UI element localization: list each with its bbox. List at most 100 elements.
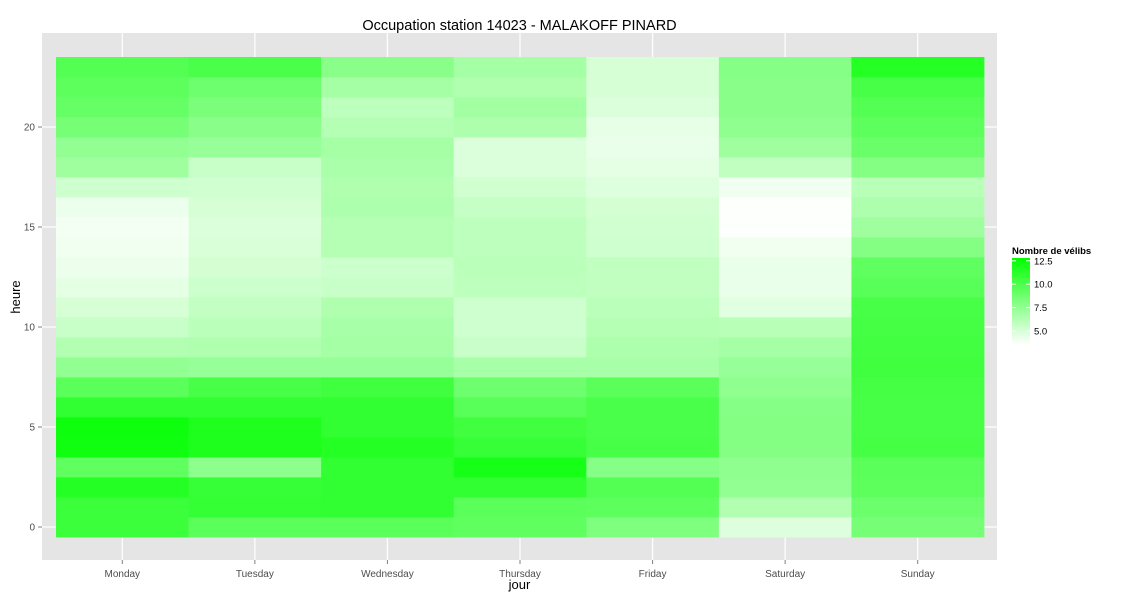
- heatmap-tile-friday-8: [586, 357, 720, 378]
- heatmap-tile-tuesday-2: [188, 477, 322, 498]
- heatmap-tile-thursday-17: [453, 177, 587, 198]
- heatmap-tile-friday-16: [586, 197, 720, 218]
- heatmap-tile-saturday-17: [718, 177, 852, 198]
- heatmap-tile-sunday-2: [851, 477, 985, 498]
- heatmap-tile-sunday-23: [851, 57, 985, 78]
- heatmap-tile-tuesday-15: [188, 217, 322, 238]
- heatmap-tile-thursday-15: [453, 217, 587, 238]
- heatmap-tile-thursday-7: [453, 377, 587, 398]
- heatmap-tile-saturday-21: [718, 97, 852, 118]
- heatmap-tile-monday-17: [56, 177, 189, 198]
- heatmap-tile-saturday-1: [718, 497, 852, 518]
- heatmap-tile-friday-15: [586, 217, 720, 238]
- heatmap-tile-tuesday-4: [188, 437, 322, 458]
- heatmap-tile-wednesday-12: [321, 277, 455, 298]
- heatmap-tile-saturday-5: [718, 417, 852, 438]
- heatmap-tile-tuesday-3: [188, 457, 322, 478]
- x-tick-label-sunday: Sunday: [901, 569, 935, 580]
- heatmap-tile-saturday-11: [718, 297, 852, 318]
- heatmap-tile-sunday-4: [851, 437, 985, 458]
- heatmap-tile-monday-2: [56, 477, 189, 498]
- heatmap-tile-thursday-16: [453, 197, 587, 218]
- heatmap-tile-thursday-8: [453, 357, 587, 378]
- heatmap-tile-saturday-23: [718, 57, 852, 78]
- heatmap-tile-wednesday-3: [321, 457, 455, 478]
- heatmap-tile-thursday-1: [453, 497, 587, 518]
- heatmap-tile-sunday-6: [851, 397, 985, 418]
- x-tick-label-monday: Monday: [104, 569, 140, 580]
- heatmap-tile-saturday-7: [718, 377, 852, 398]
- heatmap-tile-saturday-18: [718, 157, 852, 178]
- heatmap-tile-sunday-19: [851, 137, 985, 158]
- heatmap-tile-sunday-13: [851, 257, 985, 278]
- x-tick-label-tuesday: Tuesday: [236, 569, 274, 580]
- heatmap-tile-thursday-6: [453, 397, 587, 418]
- heatmap-tile-thursday-9: [453, 337, 587, 358]
- heatmap-tile-thursday-13: [453, 257, 587, 278]
- heatmap-tile-friday-12: [586, 277, 720, 298]
- heatmap-tile-tuesday-21: [188, 97, 322, 118]
- heatmap-tile-friday-20: [586, 117, 720, 138]
- heatmap-tile-wednesday-0: [321, 517, 455, 538]
- heatmap-tile-monday-9: [56, 337, 189, 358]
- heatmap-tile-sunday-3: [851, 457, 985, 478]
- heatmap-tile-tuesday-13: [188, 257, 322, 278]
- legend-tick-label-7.5: 7.5: [1034, 303, 1047, 314]
- heatmap-tile-monday-22: [56, 77, 189, 98]
- heatmap-tile-monday-8: [56, 357, 189, 378]
- heatmap-tile-monday-23: [56, 57, 189, 78]
- heatmap-tile-friday-7: [586, 377, 720, 398]
- heatmap-tile-monday-19: [56, 137, 189, 158]
- heatmap-tile-tuesday-7: [188, 377, 322, 398]
- y-tick-label-10: 10: [24, 323, 36, 334]
- heatmap-tile-friday-14: [586, 237, 720, 258]
- heatmap-tile-wednesday-4: [321, 437, 455, 458]
- y-axis-ticks: 0 5 10 15 20: [24, 123, 42, 534]
- heatmap-tile-thursday-10: [453, 317, 587, 338]
- heatmap-tile-tuesday-9: [188, 337, 322, 358]
- heatmap-tile-thursday-19: [453, 137, 587, 158]
- heatmap-tile-thursday-21: [453, 97, 587, 118]
- heatmap-tile-thursday-5: [453, 417, 587, 438]
- heatmap-tile-sunday-12: [851, 277, 985, 298]
- heatmap-tile-wednesday-5: [321, 417, 455, 438]
- heatmap-tile-sunday-17: [851, 177, 985, 198]
- heatmap-tile-wednesday-9: [321, 337, 455, 358]
- heatmap-tile-sunday-20: [851, 117, 985, 138]
- heatmap-tile-monday-1: [56, 497, 189, 518]
- heatmap-tile-saturday-4: [718, 437, 852, 458]
- legend-ticks: 5.0 7.5 10.0 12.5: [1012, 256, 1053, 337]
- heatmap-tile-friday-2: [586, 477, 720, 498]
- heatmap-tile-sunday-15: [851, 217, 985, 238]
- heatmap-tile-tuesday-12: [188, 277, 322, 298]
- heatmap-tile-sunday-11: [851, 297, 985, 318]
- heatmap-tile-tuesday-17: [188, 177, 322, 198]
- heatmap-tile-wednesday-7: [321, 377, 455, 398]
- heatmap-tile-friday-9: [586, 337, 720, 358]
- heatmap-tile-sunday-9: [851, 337, 985, 358]
- heatmap-tile-saturday-9: [718, 337, 852, 358]
- heatmap-tile-friday-11: [586, 297, 720, 318]
- heatmap-tile-friday-3: [586, 457, 720, 478]
- heatmap-tile-monday-20: [56, 117, 189, 138]
- y-tick-label-20: 20: [24, 123, 36, 134]
- heatmap-tile-saturday-10: [718, 317, 852, 338]
- heatmap-tile-monday-10: [56, 317, 189, 338]
- heatmap-tiles: [56, 57, 985, 538]
- heatmap-tile-monday-0: [56, 517, 189, 538]
- x-axis-label: jour: [508, 577, 531, 592]
- heatmap-tile-monday-21: [56, 97, 189, 118]
- heatmap-tile-saturday-12: [718, 277, 852, 298]
- heatmap-tile-sunday-8: [851, 357, 985, 378]
- heatmap-tile-wednesday-20: [321, 117, 455, 138]
- legend-tick-label-12.5: 12.5: [1034, 256, 1053, 267]
- heatmap-tile-saturday-8: [718, 357, 852, 378]
- heatmap-tile-tuesday-16: [188, 197, 322, 218]
- y-tick-label-0: 0: [29, 523, 35, 534]
- heatmap-tile-monday-15: [56, 217, 189, 238]
- y-axis-label: heure: [8, 280, 23, 313]
- x-tick-label-saturday: Saturday: [765, 569, 805, 580]
- heatmap-tile-tuesday-23: [188, 57, 322, 78]
- heatmap-tile-thursday-4: [453, 437, 587, 458]
- heatmap-tile-wednesday-11: [321, 297, 455, 318]
